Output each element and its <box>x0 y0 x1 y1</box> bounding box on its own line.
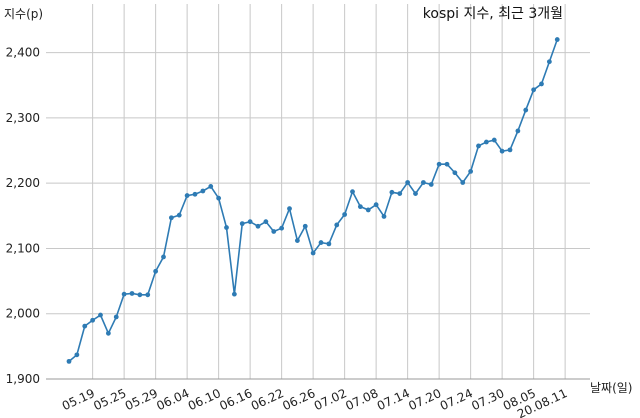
data-point <box>137 292 143 298</box>
data-point <box>129 291 135 296</box>
data-point <box>310 250 316 256</box>
data-point <box>342 212 348 217</box>
y-tick-label: 2,300 <box>6 111 40 125</box>
data-point <box>98 312 103 318</box>
data-point <box>546 59 552 65</box>
data-point <box>82 323 88 329</box>
data-point <box>334 222 340 228</box>
data-point <box>184 193 190 198</box>
data-point <box>499 148 505 154</box>
data-point <box>381 214 387 219</box>
data-point <box>74 352 80 358</box>
data-point <box>413 191 418 197</box>
y-axis-label: 지수(p) <box>4 7 43 21</box>
data-point <box>168 215 174 221</box>
x-axis-label: 날짜(일) <box>590 381 632 395</box>
y-tick-label: 2,200 <box>6 176 40 190</box>
data-point <box>531 87 537 93</box>
data-point <box>176 212 182 218</box>
data-point <box>113 314 119 320</box>
data-point <box>271 229 277 234</box>
data-point <box>255 223 261 229</box>
data-point <box>507 147 513 153</box>
data-point <box>420 180 426 185</box>
data-point <box>539 81 544 87</box>
data-point <box>460 180 466 185</box>
data-point <box>239 221 245 227</box>
y-tick-label: 1,900 <box>6 372 40 386</box>
data-point <box>468 169 474 174</box>
data-point <box>365 207 371 213</box>
data-point <box>302 223 308 229</box>
y-tick-labels: 1,900 2,000 2,100 2,200 2,300 2,400 <box>6 46 40 386</box>
data-point <box>231 291 237 297</box>
data-point <box>428 182 434 187</box>
data-point <box>200 188 206 194</box>
data-point <box>192 191 198 197</box>
data-point <box>444 161 450 167</box>
data-point <box>263 219 269 225</box>
data-point <box>436 161 442 167</box>
data-point <box>405 180 411 185</box>
data-point <box>216 195 222 201</box>
data-point <box>90 317 96 323</box>
data-point <box>476 143 481 149</box>
data-point <box>279 225 285 231</box>
y-tick-label: 2,100 <box>6 241 40 255</box>
data-point <box>397 191 403 197</box>
data-point <box>121 291 127 297</box>
data-point <box>66 358 72 364</box>
data-point <box>357 204 363 210</box>
data-point <box>161 254 166 260</box>
data-point <box>491 137 497 143</box>
data-point <box>294 238 300 244</box>
data-point <box>452 170 458 176</box>
data-point <box>554 37 560 42</box>
data-point <box>105 330 111 336</box>
data-point <box>145 292 151 298</box>
grid <box>46 4 590 379</box>
data-point <box>247 219 253 225</box>
data-point <box>523 107 529 113</box>
data-point <box>318 240 324 245</box>
y-tick-label: 2,000 <box>6 307 40 321</box>
data-point <box>287 206 292 212</box>
data-points <box>66 37 560 364</box>
data-point <box>389 189 395 195</box>
data-point <box>224 225 229 230</box>
chart-title: kospi 지수, 최근 3개월 <box>423 6 563 22</box>
data-point <box>326 241 332 247</box>
x-tick-labels: 05.1905.2505.2906.0406.1006.1606.2206.26… <box>60 386 570 418</box>
data-point <box>208 184 214 189</box>
data-point <box>515 128 521 134</box>
data-point <box>350 189 355 195</box>
y-tick-label: 2,400 <box>6 46 40 60</box>
data-point <box>483 139 489 145</box>
data-point <box>153 268 159 274</box>
data-point <box>373 202 379 208</box>
